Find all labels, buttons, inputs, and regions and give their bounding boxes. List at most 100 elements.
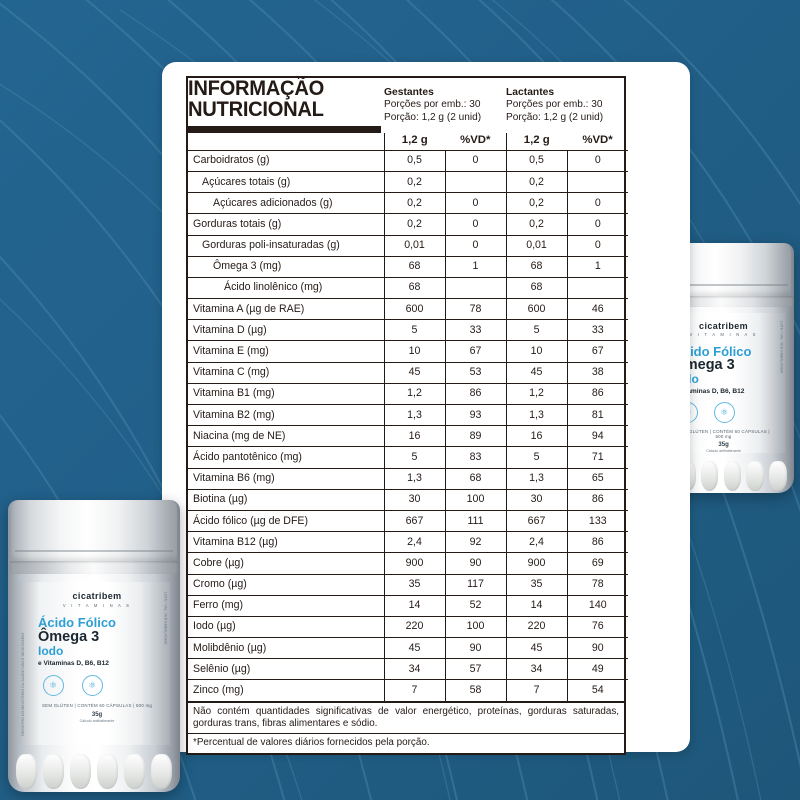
product-title-acido-folico: Ácido Fólico xyxy=(673,343,752,359)
capsule xyxy=(746,460,765,491)
group-portion-lactantes: Porção: 1,2 g (2 unid) xyxy=(506,111,604,123)
nutrient-gestantes-vd: 90 xyxy=(444,552,507,575)
nutrition-title-line2: NUTRICIONAL xyxy=(188,98,324,122)
nutrient-gestantes-amount: 1,2 xyxy=(383,382,445,405)
nutrient-lactantes-vd: 46 xyxy=(566,298,629,320)
capsule xyxy=(123,754,145,790)
nutrient-lactantes-vd: 86 xyxy=(566,488,629,511)
nutrient-gestantes-vd: 58 xyxy=(444,679,507,701)
nutrient-name: Açúcares totais (g) xyxy=(188,170,384,193)
nutrient-gestantes-vd xyxy=(444,276,507,299)
nutrient-lactantes-amount: 0,01 xyxy=(505,234,568,257)
product-title-vitamins: e Vitaminas D, B6, B12 xyxy=(37,659,109,667)
nutrient-name: Cobre (µg) xyxy=(188,552,384,575)
nutrient-name: Molibdênio (µg) xyxy=(188,637,384,659)
nutrient-lactantes-amount: 68 xyxy=(505,276,568,299)
product-title-acido-folico: Ácido Fólico xyxy=(37,615,116,631)
table-row: Cromo (µg) 35 117 35 78 xyxy=(188,573,629,596)
nutrient-lactantes-vd: 33 xyxy=(566,319,629,341)
nutrient-lactantes-amount: 0,2 xyxy=(505,170,568,193)
nutrition-table: INFORMAÇÃO NUTRICIONAL Gestantes Porções… xyxy=(188,77,629,701)
nutrient-name: Niacina (mg de NE) xyxy=(188,425,384,447)
group-portions-lactantes: Porções por emb.: 30 xyxy=(506,99,603,111)
label-side-text-2: LOTE / VAL: VER EMBALAGEM xyxy=(779,321,784,374)
nutrient-lactantes-vd: 81 xyxy=(566,404,629,426)
group-portions-gestantes: Porções por emb.: 30 xyxy=(384,99,481,111)
product-title-vitamins: e Vitaminas D, B6, B12 xyxy=(673,387,745,395)
nutrient-lactantes-amount: 7 xyxy=(505,679,568,701)
nutrient-lactantes-amount: 0,5 xyxy=(505,149,568,172)
nutrient-name: Ferro (mg) xyxy=(188,594,384,617)
table-row: Niacina (mg de NE) 16 89 16 94 xyxy=(188,425,629,447)
nutrient-lactantes-amount: 45 xyxy=(505,361,568,384)
nutrient-gestantes-amount: 0,5 xyxy=(383,149,445,172)
nutrient-gestantes-amount: 45 xyxy=(383,361,445,384)
nutrient-lactantes-vd: 90 xyxy=(566,637,629,659)
nutrient-name: Biotina (µg) xyxy=(188,488,384,511)
nutrient-lactantes-vd: 94 xyxy=(566,425,629,447)
label-weight-note: Cálculo antihalterante xyxy=(79,718,115,723)
nutrient-gestantes-amount: 30 xyxy=(383,488,445,511)
table-row: Ácido linolênico (mg) 68 68 xyxy=(188,276,629,299)
nutrient-lactantes-amount: 45 xyxy=(505,637,568,659)
nutrient-gestantes-amount: 14 xyxy=(383,594,445,617)
certification-seal-icon-one: ⚛ xyxy=(42,675,64,697)
table-row: Biotina (µg) 30 100 30 86 xyxy=(188,488,629,511)
nutrient-name: Ácido pantotênico (mg) xyxy=(188,446,384,469)
nutrient-gestantes-amount: 1,3 xyxy=(383,467,445,490)
capsule xyxy=(769,460,788,491)
nutrient-gestantes-vd: 111 xyxy=(444,509,507,532)
table-row: Ômega 3 (mg) 68 1 68 1 xyxy=(188,255,629,278)
capsule xyxy=(723,460,742,491)
product-title-iodo: Iodo xyxy=(37,643,64,658)
table-row: Selênio (µg) 34 57 34 49 xyxy=(188,658,629,680)
nutrient-lactantes-amount: 0,2 xyxy=(505,192,568,214)
nutrient-lactantes-vd: 133 xyxy=(566,509,629,532)
nutrient-gestantes-amount: 35 xyxy=(383,573,445,596)
capsule xyxy=(700,460,719,491)
nutrient-name: Gorduras poli-insaturadas (g) xyxy=(188,234,384,257)
bottle-neck xyxy=(649,295,793,307)
nutrient-lactantes-amount: 68 xyxy=(505,255,568,278)
nutrient-gestantes-amount: 45 xyxy=(383,637,445,659)
nutrient-lactantes-amount: 5 xyxy=(505,446,568,469)
nutrient-name: Açúcares adicionados (g) xyxy=(188,192,384,214)
nutrient-gestantes-vd: 67 xyxy=(444,340,507,363)
nutrient-gestantes-vd: 90 xyxy=(444,637,507,659)
nutrient-lactantes-amount: 1,3 xyxy=(505,404,568,426)
nutrient-gestantes-vd: 83 xyxy=(444,446,507,469)
label-side-text-2: LOTE / VAL: VER EMBALAGEM xyxy=(163,591,168,644)
nutrient-gestantes-amount: 34 xyxy=(383,658,445,680)
table-row: Vitamina B2 (mg) 1,3 93 1,3 81 xyxy=(188,404,629,426)
table-row: Açúcares adicionados (g) 0,2 0 0,2 0 xyxy=(188,192,629,214)
nutrient-lactantes-amount: 600 xyxy=(505,298,568,320)
capsules-stack xyxy=(13,751,175,790)
nutrient-lactantes-vd xyxy=(566,170,629,193)
nutrient-lactantes-vd: 49 xyxy=(566,658,629,680)
nutrient-gestantes-amount: 10 xyxy=(383,340,445,363)
nutrient-name: Ácido fólico (µg de DFE) xyxy=(188,509,384,532)
nutrient-lactantes-amount: 0,2 xyxy=(505,213,568,236)
capsule xyxy=(96,754,118,790)
certification-seals: ⚛ ⚛ xyxy=(38,675,156,697)
capsule xyxy=(16,754,38,790)
nutrient-name: Vitamina E (mg) xyxy=(188,340,384,363)
nutrient-gestantes-amount: 220 xyxy=(383,615,445,638)
product-bottle-primary[interactable]: REGISTRO NO MINISTÉRIO DA SAÚDE NÃO É NE… xyxy=(8,500,180,792)
nutrient-gestantes-amount: 0,2 xyxy=(383,170,445,193)
label-net-weight: 35g xyxy=(718,442,729,449)
nutrient-name: Vitamina B2 (mg) xyxy=(188,404,384,426)
nutrition-title-line1: INFORMAÇÃO xyxy=(188,77,324,100)
table-row: Vitamina B1 (mg) 1,2 86 1,2 86 xyxy=(188,382,629,405)
nutrient-gestantes-vd: 1 xyxy=(444,255,507,278)
units-blank-cell xyxy=(188,132,384,151)
table-row: Ácido fólico (µg de DFE) 667 111 667 133 xyxy=(188,509,629,532)
nutrient-gestantes-vd: 52 xyxy=(444,594,507,617)
group-name-gestantes: Gestantes xyxy=(384,86,434,98)
nutrient-lactantes-amount: 16 xyxy=(505,425,568,447)
group-name-lactantes: Lactantes xyxy=(506,86,555,98)
title-underline-bar xyxy=(188,125,381,133)
nutrient-gestantes-amount: 68 xyxy=(383,255,445,278)
nutrient-gestantes-vd: 0 xyxy=(444,149,507,172)
nutrient-lactantes-vd: 86 xyxy=(566,382,629,405)
